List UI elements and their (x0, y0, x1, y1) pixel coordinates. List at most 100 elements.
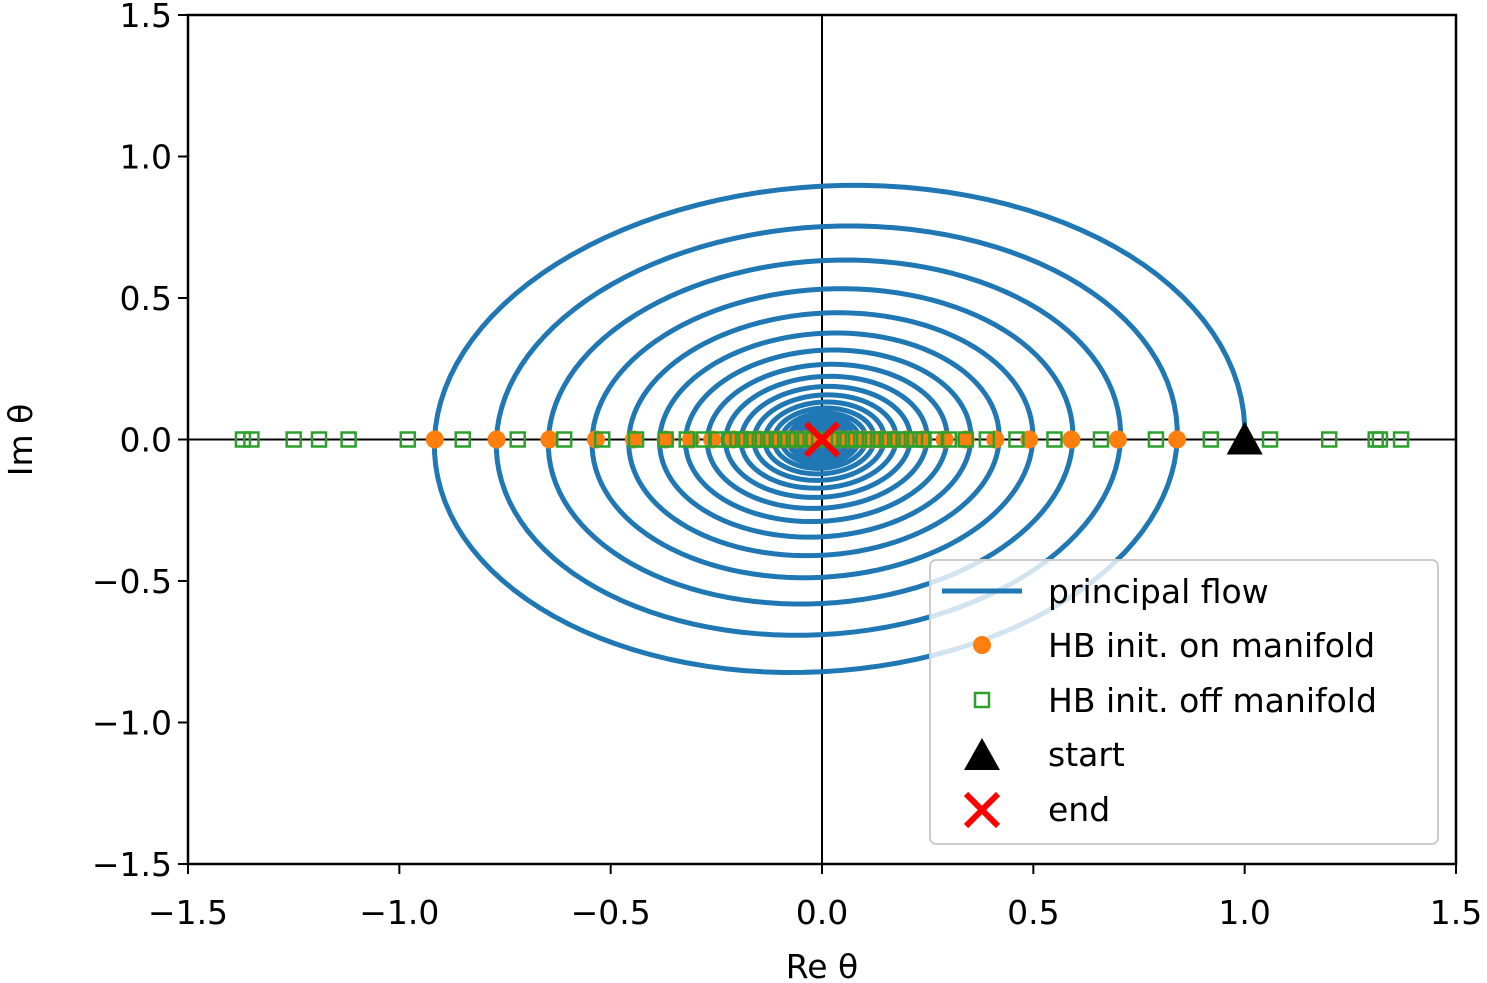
on-manifold-point (956, 430, 975, 449)
plot-area (188, 15, 1456, 864)
end-marker (803, 421, 841, 458)
legend-swatch-on-manifold (973, 636, 991, 654)
off-manifold-point (754, 431, 772, 448)
legend: principal flow HB init. on manifold HB i… (929, 559, 1439, 845)
off-manifold-point (1392, 431, 1410, 448)
y-axis-title: Im θ (1, 404, 40, 477)
off-manifold-point (830, 431, 848, 448)
legend-swatch-end (963, 791, 1001, 829)
off-manifold-point (881, 431, 898, 448)
off-manifold-point (957, 431, 974, 448)
off-manifold-point (234, 431, 252, 448)
y-tick-label: 1.0 (120, 138, 172, 177)
off-manifold-point (847, 431, 865, 448)
y-tick-label: 1.5 (120, 0, 172, 35)
on-manifold-point (872, 430, 891, 449)
off-manifold-point (627, 431, 645, 448)
x-axis: −1.5 −1.0 −0.5 0.0 0.5 1.0 1.5 (148, 864, 1482, 932)
start-marker (1226, 421, 1263, 455)
on-manifold-markers (425, 430, 1187, 449)
off-manifold-point (555, 431, 573, 448)
off-manifold-point (889, 431, 907, 448)
y-tick-label: 0.5 (120, 279, 172, 318)
off-manifold-point (864, 431, 881, 448)
y-tick-label: 0.0 (120, 421, 172, 460)
legend-swatch-off-manifold (973, 691, 991, 709)
off-manifold-point (454, 431, 471, 448)
off-manifold-point (779, 431, 797, 448)
off-manifold-point (678, 431, 695, 448)
y-axis: −1.5 −1.0 −0.5 0.0 0.5 1.0 1.5 (92, 0, 188, 884)
off-manifold-point (285, 431, 302, 448)
x-tick-label: 0.0 (796, 893, 848, 932)
off-manifold-point (1008, 431, 1025, 448)
on-manifold-point (1062, 430, 1081, 449)
off-manifold-point (310, 431, 328, 448)
legend-label-off-manifold: HB init. off manifold (1048, 681, 1377, 720)
off-manifold-point (695, 431, 712, 448)
off-manifold-point (927, 431, 945, 448)
off-manifold-point (399, 431, 417, 448)
on-manifold-point (656, 430, 675, 449)
on-manifold-point (703, 430, 722, 449)
legend-label-end: end (1048, 790, 1110, 829)
y-tick-label: −1.0 (92, 704, 172, 743)
off-manifold-point (1202, 431, 1220, 448)
legend-label-principal-flow: principal flow (1048, 572, 1269, 611)
off-manifold-point (708, 431, 725, 448)
off-manifold-point (746, 431, 763, 448)
off-manifold-point (788, 431, 805, 448)
off-manifold-point (978, 431, 996, 448)
off-manifold-point (340, 431, 357, 448)
on-manifold-point (935, 430, 954, 449)
end-marker-group (803, 421, 841, 458)
start-marker-group (1226, 421, 1263, 455)
off-manifold-markers (234, 431, 1410, 448)
on-manifold-point (540, 430, 559, 449)
off-manifold-point (593, 431, 611, 448)
on-manifold-point (1168, 430, 1187, 449)
off-manifold-point (1320, 431, 1338, 448)
off-manifold-point (243, 431, 260, 448)
off-manifold-point (872, 431, 890, 448)
legend-label-on-manifold: HB init. on manifold (1048, 626, 1375, 665)
on-manifold-point (897, 430, 916, 449)
off-manifold-point (771, 431, 788, 448)
off-manifold-point (940, 431, 958, 448)
legend-box (929, 559, 1439, 845)
legend-swatch-start (964, 738, 1000, 770)
off-manifold-point (1261, 431, 1279, 448)
off-manifold-point (1092, 431, 1110, 448)
off-manifold-point (737, 431, 755, 448)
x-tick-label: −1.0 (359, 893, 439, 932)
off-manifold-point (1371, 431, 1389, 448)
off-manifold-point (796, 431, 814, 448)
x-tick-label: 0.5 (1007, 893, 1059, 932)
off-manifold-point (1147, 431, 1165, 448)
off-manifold-point (839, 431, 856, 448)
off-manifold-point (657, 431, 674, 448)
x-tick-label: 1.0 (1218, 893, 1270, 932)
x-tick-label: −1.5 (148, 893, 228, 932)
off-manifold-point (856, 431, 873, 448)
y-tick-label: −0.5 (92, 562, 172, 601)
on-manifold-point (1108, 430, 1127, 449)
on-manifold-point (736, 430, 755, 449)
legend-label-start: start (1048, 735, 1125, 774)
x-tick-label: −0.5 (571, 893, 651, 932)
off-manifold-point (729, 431, 746, 448)
on-manifold-point (986, 430, 1005, 449)
y-tick-label: −1.5 (92, 845, 172, 884)
off-manifold-point (763, 431, 780, 448)
off-manifold-point (915, 431, 932, 448)
x-axis-title: Re θ (786, 947, 858, 983)
off-manifold-point (720, 431, 738, 448)
off-manifold-point (509, 431, 526, 448)
x-tick-label: 1.5 (1430, 893, 1482, 932)
on-manifold-point (487, 430, 506, 449)
off-manifold-point (906, 431, 924, 448)
off-manifold-point (898, 431, 915, 448)
on-manifold-point (425, 430, 444, 449)
off-manifold-point (1046, 431, 1063, 448)
